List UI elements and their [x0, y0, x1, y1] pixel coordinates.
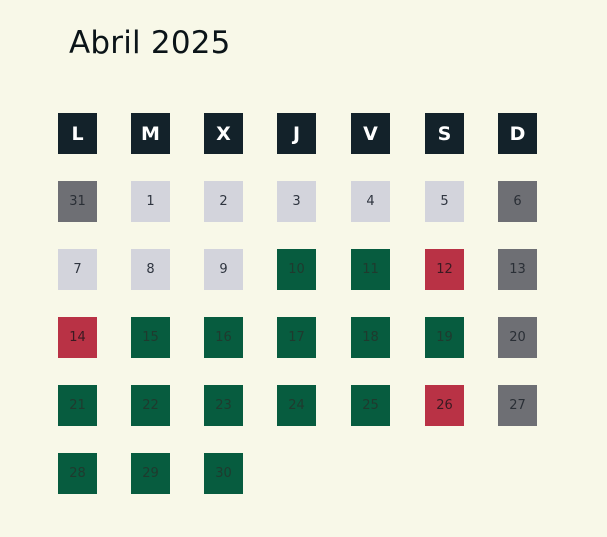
- day-cell[interactable]: 10: [277, 249, 316, 290]
- weekday-header-fri: V: [351, 113, 390, 154]
- day-cell[interactable]: 16: [204, 317, 243, 358]
- day-cell[interactable]: 6: [498, 181, 537, 222]
- day-cell[interactable]: 15: [131, 317, 170, 358]
- day-cell[interactable]: 17: [277, 317, 316, 358]
- weekday-header-sat: S: [425, 113, 464, 154]
- day-cell[interactable]: 13: [498, 249, 537, 290]
- day-cell[interactable]: 27: [498, 385, 537, 426]
- day-cell[interactable]: 19: [425, 317, 464, 358]
- day-cell[interactable]: 31: [58, 181, 97, 222]
- day-cell[interactable]: 3: [277, 181, 316, 222]
- day-cell[interactable]: 8: [131, 249, 170, 290]
- day-cell[interactable]: 30: [204, 453, 243, 494]
- day-cell[interactable]: 2: [204, 181, 243, 222]
- day-cell[interactable]: 29: [131, 453, 170, 494]
- day-cell[interactable]: 1: [131, 181, 170, 222]
- day-cell[interactable]: 12: [425, 249, 464, 290]
- day-cell[interactable]: 28: [58, 453, 97, 494]
- day-cell[interactable]: 4: [351, 181, 390, 222]
- day-cell[interactable]: 7: [58, 249, 97, 290]
- weekday-header-sun: D: [498, 113, 537, 154]
- day-cell[interactable]: 25: [351, 385, 390, 426]
- weekday-header-tue: M: [131, 113, 170, 154]
- day-cell[interactable]: 23: [204, 385, 243, 426]
- weekday-header-mon: L: [58, 113, 97, 154]
- day-cell[interactable]: 21: [58, 385, 97, 426]
- day-cell[interactable]: 18: [351, 317, 390, 358]
- day-cell[interactable]: 11: [351, 249, 390, 290]
- day-cell[interactable]: 24: [277, 385, 316, 426]
- weekday-header-wed: X: [204, 113, 243, 154]
- calendar-title: Abril 2025: [69, 25, 231, 61]
- day-cell[interactable]: 20: [498, 317, 537, 358]
- day-cell[interactable]: 9: [204, 249, 243, 290]
- weekday-header-thu: J: [277, 113, 316, 154]
- day-cell[interactable]: 5: [425, 181, 464, 222]
- day-cell[interactable]: 14: [58, 317, 97, 358]
- day-cell[interactable]: 22: [131, 385, 170, 426]
- day-cell[interactable]: 26: [425, 385, 464, 426]
